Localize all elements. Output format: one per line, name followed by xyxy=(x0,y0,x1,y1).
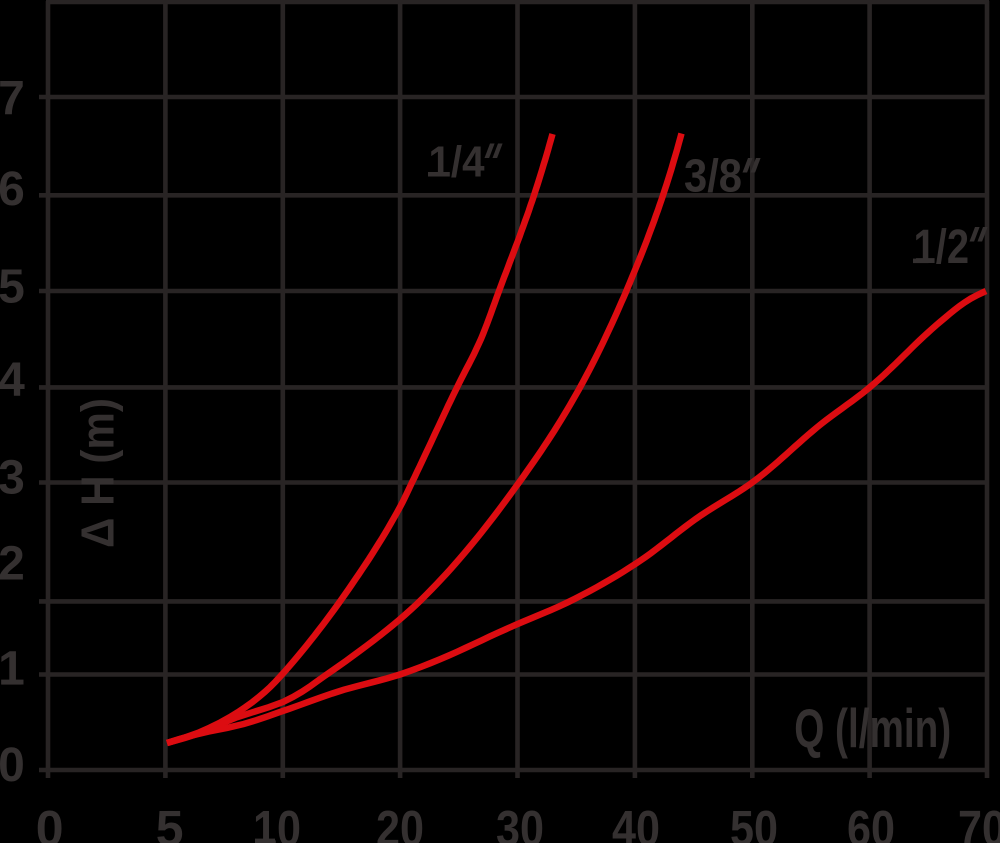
svg-text:5: 5 xyxy=(0,261,25,314)
svg-text:30: 30 xyxy=(496,801,544,843)
svg-text:2: 2 xyxy=(0,538,25,591)
svg-text:3/8: 3/8 xyxy=(684,150,742,202)
svg-text:20: 20 xyxy=(376,801,424,843)
svg-text:0: 0 xyxy=(36,801,64,843)
svg-text:1/4: 1/4 xyxy=(429,138,485,187)
svg-text:1/2: 1/2 xyxy=(914,221,970,274)
svg-text:0: 0 xyxy=(0,739,25,792)
svg-text:4: 4 xyxy=(0,354,25,407)
svg-text:70: 70 xyxy=(958,801,1000,843)
svg-text:1: 1 xyxy=(0,643,25,696)
svg-text:7: 7 xyxy=(0,73,25,126)
svg-text:Δ H (m): Δ H (m) xyxy=(72,398,124,548)
svg-text:60: 60 xyxy=(847,801,895,843)
svg-text:10: 10 xyxy=(253,801,301,843)
svg-text:3: 3 xyxy=(0,452,25,505)
svg-text:50: 50 xyxy=(730,801,778,843)
svg-text:6: 6 xyxy=(0,163,25,216)
svg-text:40: 40 xyxy=(612,801,660,843)
svg-text:Q (l/min): Q (l/min) xyxy=(794,697,951,759)
svg-text:5: 5 xyxy=(156,801,184,843)
